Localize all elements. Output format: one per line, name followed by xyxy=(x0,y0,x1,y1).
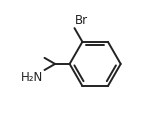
Text: Br: Br xyxy=(75,14,88,27)
Text: H₂N: H₂N xyxy=(21,71,43,84)
